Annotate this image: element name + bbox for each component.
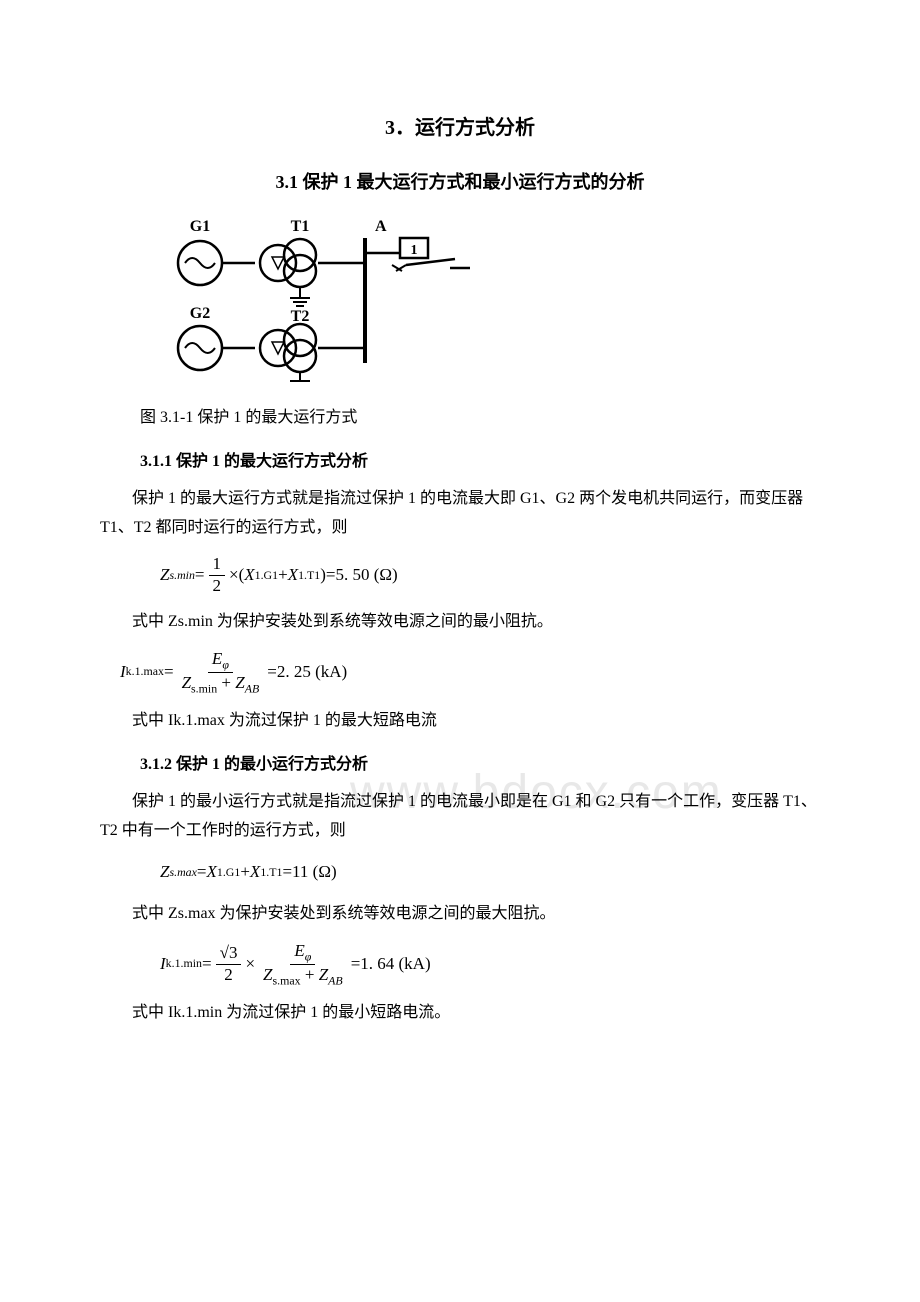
sine-icon [185,258,215,268]
note-text: 式中 Ik.1.max 为流过保护 1 的最大短路电流 [100,707,820,736]
formula-ikmax: Ik.1.max = Eφ Zs.min + ZAB =2. 25 (kA) [120,649,820,695]
formula-zsmax: Zs.max = X1.G1 + X1.T1 =11 ( Ω ) [160,857,820,888]
t2-label: T2 [291,308,310,325]
formula-zsmin: Zs.min = 12 ×( X1.G1 + X1.T1 )=5. 50 ( Ω… [160,554,820,596]
note-text: 式中 Zs.min 为保护安装处到系统等效电源之间的最小阻抗。 [100,608,820,637]
formula-ikmin: Ik.1.min = √32 × Eφ Zs.max + ZAB =1. 64 … [160,941,820,987]
section-3-1-2-heading: 3.1.2 保护 1 的最小运行方式分析 [140,751,820,780]
section-3-1-1-heading: 3.1.1 保护 1 的最大运行方式分析 [140,448,820,477]
figure-caption: 图 3.1-1 保护 1 的最大运行方式 [140,404,820,433]
t1-label: T1 [291,218,310,235]
transformer-icon [260,245,296,281]
section-3-1-heading: 3.1 保护 1 最大运行方式和最小运行方式的分析 [100,166,820,198]
chapter-title: 3．运行方式分析 [100,110,820,146]
g2-label: G2 [190,305,210,322]
note-text: 式中 Ik.1.min 为流过保护 1 的最小短路电流。 [100,999,820,1028]
g1-label: G1 [190,218,210,235]
svg-text:1: 1 [411,243,418,258]
para-text: 保护 1 的最小运行方式就是指流过保护 1 的电流最小即是在 G1 和 G2 只… [100,788,820,846]
note-text: 式中 Zs.max 为保护安装处到系统等效电源之间的最大阻抗。 [100,900,820,929]
circuit-diagram: G1 T1 G2 T2 [150,213,820,394]
bus-a-label: A [375,218,387,235]
para-text: 保护 1 的最大运行方式就是指流过保护 1 的电流最大即 G1、G2 两个发电机… [100,485,820,543]
